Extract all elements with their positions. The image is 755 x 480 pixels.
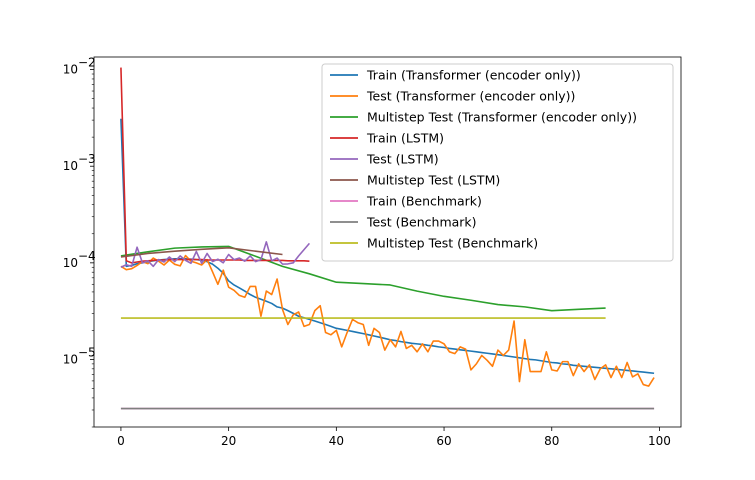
x-tick-label: 40	[329, 434, 344, 448]
x-tick-label: 100	[648, 434, 671, 448]
x-tick-label: 0	[117, 434, 125, 448]
y-tick-exponent: −5	[78, 345, 96, 359]
x-tick-label: 80	[544, 434, 559, 448]
legend-entry-label: Train (LSTM)	[366, 131, 444, 146]
series-line-4	[120, 241, 311, 268]
legend-entry-label: Test (Transformer (encoder only))	[366, 89, 575, 104]
legend-entry-label: Test (LSTM)	[366, 152, 439, 167]
plot-frame	[93, 56, 682, 428]
legend: Train (Transformer (encoder only)) Test (…	[321, 63, 674, 262]
legend-entry-label: Multistep Test (Benchmark)	[367, 236, 538, 251]
series-line-0	[120, 118, 655, 375]
x-axis: 0 20 40 60 80 100	[117, 427, 671, 448]
legend-box	[321, 63, 674, 262]
y-tick-exponent: −2	[78, 56, 96, 70]
x-tick-label: 60	[436, 434, 451, 448]
series-line-1	[120, 254, 655, 387]
legend-entry-label: Multistep Test (Transformer (encoder onl…	[367, 110, 637, 125]
legend-entry-label: Test (Benchmark)	[366, 215, 477, 230]
x-tick-label: 20	[221, 434, 236, 448]
legend-entry-label: Multistep Test (LSTM)	[367, 173, 500, 188]
legend-entry-label: Train (Transformer (encoder only))	[366, 68, 581, 83]
series-layer	[120, 67, 655, 410]
legend-entry-label: Train (Benchmark)	[366, 194, 482, 209]
series-line-2	[120, 245, 606, 312]
y-tick-label: 10	[63, 63, 78, 77]
y-tick-exponent: −4	[78, 249, 96, 263]
y-tick-exponent: −3	[78, 152, 96, 166]
y-tick-label: 10	[63, 159, 78, 173]
y-axis: 10−510−410−310−2	[63, 56, 96, 428]
y-tick-label: 10	[63, 352, 78, 366]
series-line-5	[120, 247, 283, 258]
y-tick-label: 10	[63, 256, 78, 270]
